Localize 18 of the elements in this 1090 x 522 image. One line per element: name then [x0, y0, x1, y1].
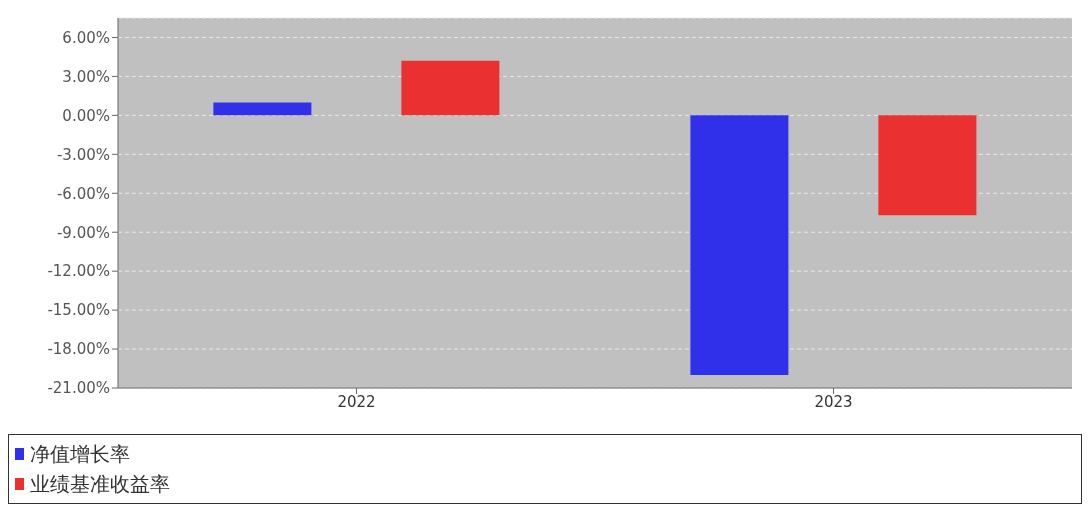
y-tick-label: -18.00% [47, 340, 110, 359]
legend-label: 业绩基准收益率 [30, 471, 170, 498]
y-tick-label: -6.00% [56, 184, 110, 203]
x-tick-label: 2023 [814, 392, 853, 411]
y-tick-label: -3.00% [56, 145, 110, 164]
y-tick-label: -21.00% [47, 379, 110, 398]
legend-label: 净值增长率 [30, 441, 130, 468]
bar [401, 60, 500, 116]
x-tick-label: 2022 [337, 392, 376, 411]
y-tick-label: -15.00% [47, 301, 110, 320]
bar [213, 102, 312, 116]
y-tick-label: 6.00% [62, 28, 110, 47]
y-tick-label: 3.00% [62, 67, 110, 86]
bar [878, 115, 977, 216]
y-tick-label: -12.00% [47, 262, 110, 281]
y-tick-label: 0.00% [62, 106, 110, 125]
bar [690, 115, 789, 376]
y-tick-label: -9.00% [56, 223, 110, 242]
